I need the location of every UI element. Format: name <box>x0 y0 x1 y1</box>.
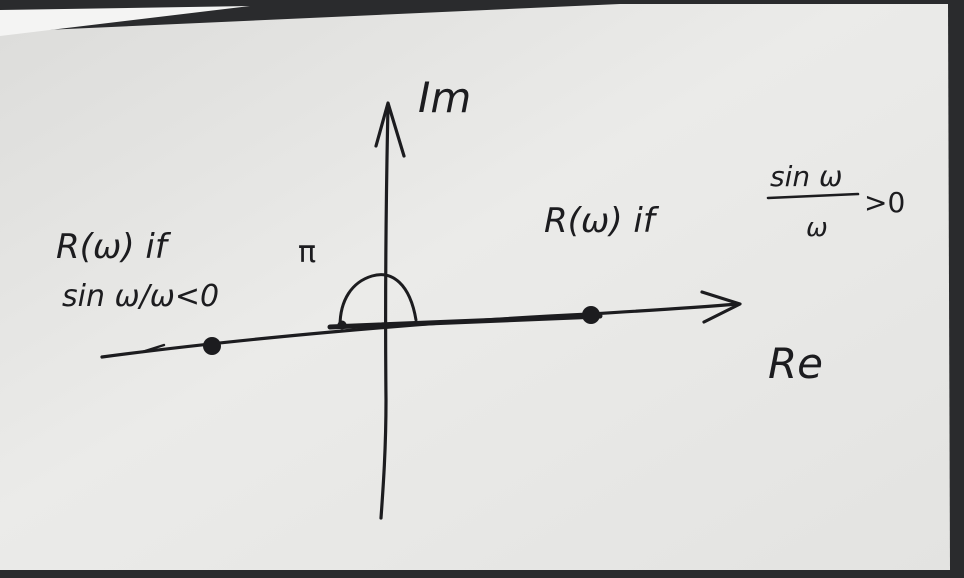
right-point-marker <box>582 306 600 324</box>
board-bottom-edge <box>0 570 964 578</box>
left-point-marker <box>203 337 221 355</box>
board-surface <box>0 4 950 570</box>
imaginary-axis <box>379 103 390 520</box>
pi-semicircle-arc <box>338 273 418 328</box>
real-axis-left-tick <box>140 343 166 354</box>
real-axis-arrowhead <box>700 290 742 324</box>
pi-label: π <box>298 235 316 270</box>
left-point-label-line2: sin ω/ω<0 <box>62 279 219 314</box>
left-point-label-line1: R(ω) if <box>56 227 172 267</box>
board-glare <box>0 6 250 36</box>
right-point-label-prefix: R(ω) if <box>544 201 660 241</box>
right-fraction-bar <box>766 192 860 200</box>
imaginary-axis-arrowhead <box>374 101 406 158</box>
right-fraction-numerator: sin ω <box>770 160 842 193</box>
im-axis-label: Im <box>418 73 471 122</box>
right-fraction-denominator: ω <box>806 213 828 243</box>
arc-start-point <box>337 320 347 330</box>
real-axis-thick-segment <box>327 313 603 330</box>
re-axis-label: Re <box>768 339 823 388</box>
right-condition-suffix: >0 <box>864 186 905 219</box>
board-edge <box>950 0 964 578</box>
